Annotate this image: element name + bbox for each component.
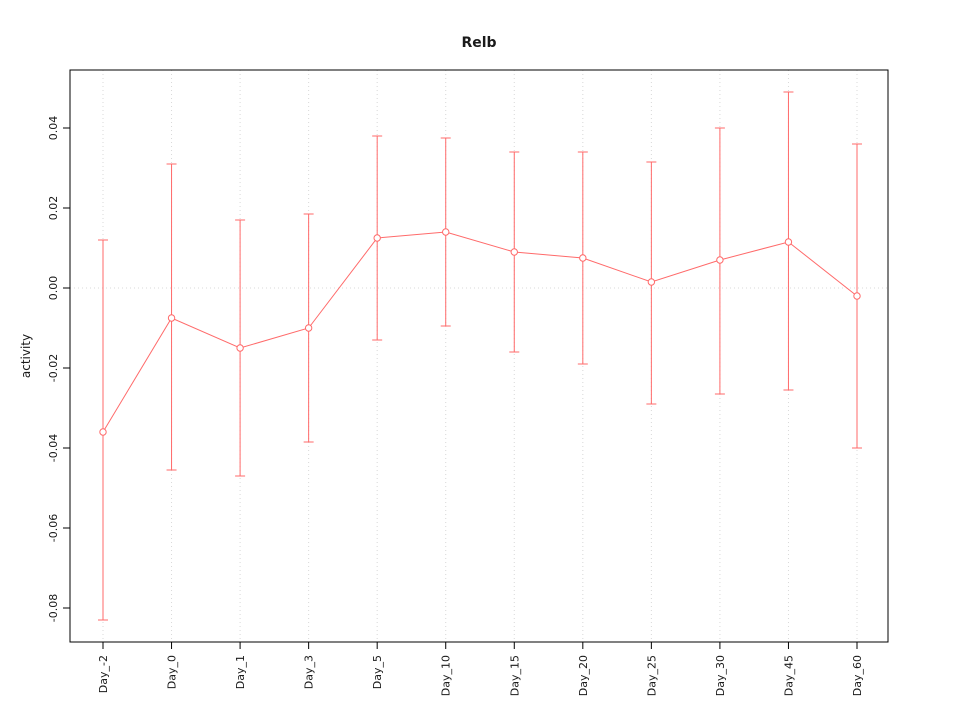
data-point [716, 256, 724, 264]
series-line [102, 231, 858, 433]
x-tick-label: Day_3 [303, 655, 316, 689]
data-point [853, 292, 861, 300]
x-tick-label: Day_45 [782, 655, 795, 696]
data-point [373, 234, 381, 242]
y-tick-label: 0.02 [47, 196, 60, 221]
data-point [579, 254, 587, 262]
x-tick-label: Day_0 [166, 655, 179, 689]
data-points [99, 228, 861, 436]
y-tick-label: -0.06 [47, 514, 60, 542]
data-point [304, 324, 313, 332]
x-tick-label: Day_1 [234, 655, 247, 689]
x-tick-label: Day_60 [851, 655, 864, 696]
data-point [442, 228, 450, 236]
y-tick-label: 0.04 [47, 116, 60, 141]
gridlines [70, 70, 888, 642]
error-bars [98, 91, 862, 621]
data-point [236, 344, 244, 352]
data-point [510, 248, 518, 256]
x-tick-label: Day_15 [508, 655, 521, 696]
y-tick-label: -0.08 [47, 594, 60, 622]
x-tick-label: Day_5 [371, 655, 384, 689]
data-point [99, 428, 107, 436]
y-axis-label: activity [19, 334, 33, 378]
y-tick-label: -0.04 [47, 434, 60, 462]
x-tick-label: Day_10 [440, 655, 453, 696]
x-tick-label: Day_20 [577, 655, 590, 696]
plot-border [69, 69, 889, 643]
series-polyline [102, 231, 858, 433]
data-point [784, 238, 793, 246]
x-tick-label: Day_30 [714, 655, 727, 696]
chart-title: Relb [461, 35, 496, 51]
x-tick-label: Day_-2 [97, 655, 110, 693]
data-point [167, 314, 176, 322]
axes: 0.04 0.02 0.00 -0.02 -0.04 -0.06 -0.08 Day_-2 Da… [47, 69, 889, 696]
x-tick-label: Day_25 [645, 655, 658, 696]
y-tick-label: -0.02 [47, 354, 60, 382]
data-point [647, 278, 656, 286]
y-tick-label: 0.00 [47, 276, 60, 301]
